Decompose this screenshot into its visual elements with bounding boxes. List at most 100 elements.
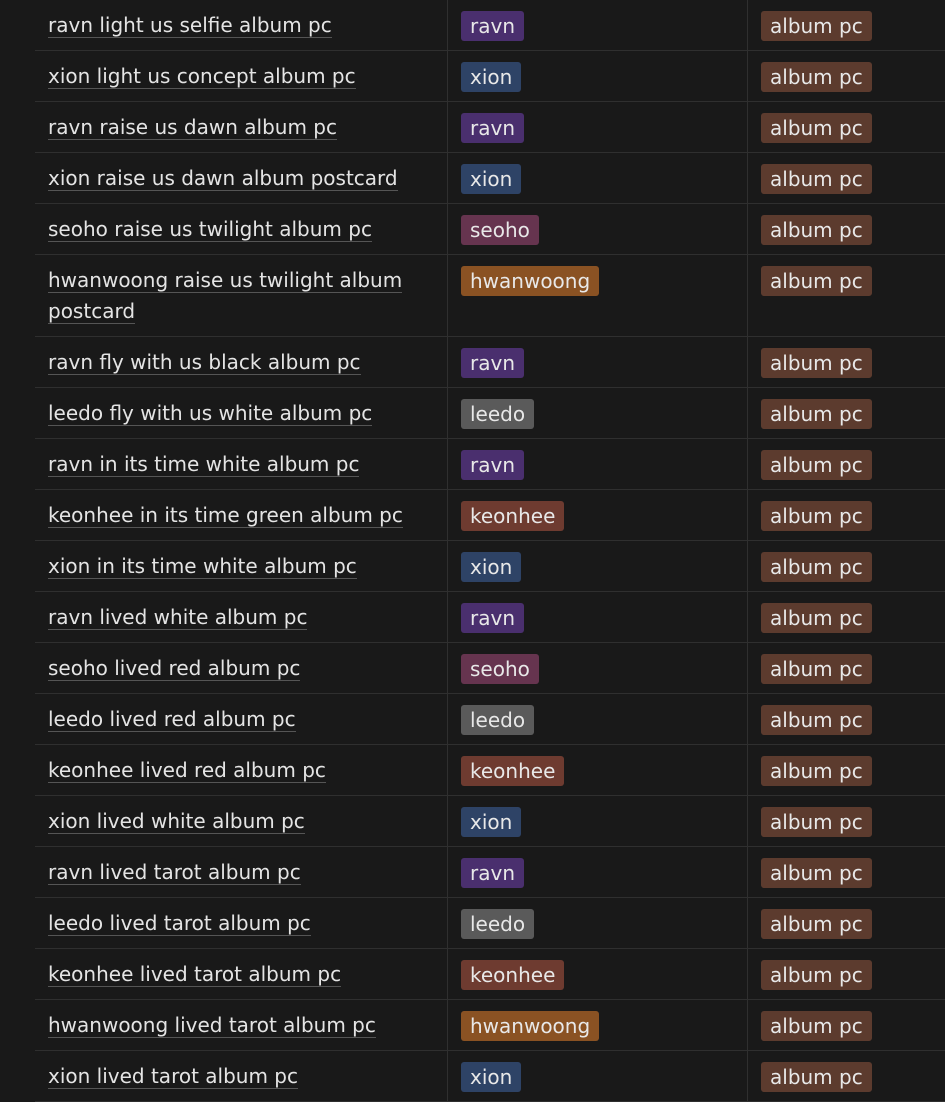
member-tag[interactable]: ravn <box>461 113 524 143</box>
page-title-link[interactable]: keonhee in its time green album pc <box>48 503 403 528</box>
table-row[interactable]: keonhee lived tarot album pc keonhee album… <box>35 949 945 1000</box>
page-title-link[interactable]: ravn lived tarot album pc <box>48 860 301 885</box>
type-tag[interactable]: album pc <box>761 603 872 633</box>
page-title-link[interactable]: ravn in its time white album pc <box>48 452 360 477</box>
page-title-link[interactable]: keonhee lived red album pc <box>48 758 326 783</box>
table-row[interactable]: ravn light us selfie album pc ravn album p… <box>35 0 945 51</box>
table-row[interactable]: ravn lived tarot album pc ravn album pc <box>35 847 945 898</box>
table-row[interactable]: seoho lived red album pc seoho album pc <box>35 643 945 694</box>
page-title-link[interactable]: ravn light us selfie album pc <box>48 13 332 38</box>
page-title-link[interactable]: leedo lived tarot album pc <box>48 911 311 936</box>
member-tag[interactable]: seoho <box>461 654 539 684</box>
type-tag[interactable]: album pc <box>761 1011 872 1041</box>
member-cell: xion <box>448 153 748 203</box>
name-cell: xion light us concept album pc <box>35 51 448 101</box>
member-tag[interactable]: hwanwoong <box>461 266 600 296</box>
page-title-link[interactable]: xion lived tarot album pc <box>48 1064 298 1089</box>
member-tag[interactable]: keonhee <box>461 756 565 786</box>
type-tag[interactable]: album pc <box>761 450 872 480</box>
type-tag[interactable]: album pc <box>761 909 872 939</box>
page-title-link[interactable]: leedo lived red album pc <box>48 707 296 732</box>
type-cell: album pc <box>748 255 945 336</box>
table-row[interactable]: xion light us concept album pc xion album … <box>35 51 945 102</box>
type-tag[interactable]: album pc <box>761 399 872 429</box>
type-tag[interactable]: album pc <box>761 164 872 194</box>
table-row[interactable]: xion lived tarot album pc xion album pc <box>35 1051 945 1102</box>
page-title-link[interactable]: xion lived white album pc <box>48 809 305 834</box>
type-tag[interactable]: album pc <box>761 552 872 582</box>
member-tag[interactable]: xion <box>461 164 522 194</box>
name-cell: xion raise us dawn album postcard <box>35 153 448 203</box>
table-row[interactable]: leedo lived tarot album pc leedo album pc <box>35 898 945 949</box>
page-title-link[interactable]: leedo fly with us white album pc <box>48 401 373 426</box>
page-title-link[interactable]: ravn fly with us black album pc <box>48 350 361 375</box>
page-title-link[interactable]: xion in its time white album pc <box>48 554 357 579</box>
member-tag[interactable]: keonhee <box>461 960 565 990</box>
member-tag[interactable]: seoho <box>461 215 539 245</box>
table-row[interactable]: leedo fly with us white album pc leedo alb… <box>35 388 945 439</box>
member-tag[interactable]: xion <box>461 1062 522 1092</box>
name-cell: seoho raise us twilight album pc <box>35 204 448 254</box>
page-title-link[interactable]: seoho lived red album pc <box>48 656 301 681</box>
table-row[interactable]: keonhee in its time green album pc keonhe… <box>35 490 945 541</box>
table-row[interactable]: ravn fly with us black album pc ravn album… <box>35 337 945 388</box>
page-title-link[interactable]: hwanwoong lived tarot album pc <box>48 1013 376 1038</box>
table-row[interactable]: keonhee lived red album pc keonhee album p… <box>35 745 945 796</box>
table-row[interactable]: seoho raise us twilight album pc seoho alb… <box>35 204 945 255</box>
member-tag[interactable]: leedo <box>461 705 535 735</box>
type-tag[interactable]: album pc <box>761 1062 872 1092</box>
type-tag[interactable]: album pc <box>761 960 872 990</box>
table-row[interactable]: leedo lived red album pc leedo album pc <box>35 694 945 745</box>
page-title-link[interactable]: keonhee lived tarot album pc <box>48 962 342 987</box>
member-tag[interactable]: ravn <box>461 858 524 888</box>
type-tag[interactable]: album pc <box>761 501 872 531</box>
table-row[interactable]: hwanwoong lived tarot album pc hwanwoong a… <box>35 1000 945 1051</box>
table-row[interactable]: ravn lived white album pc ravn album pc <box>35 592 945 643</box>
type-tag[interactable]: album pc <box>761 654 872 684</box>
type-tag[interactable]: album pc <box>761 11 872 41</box>
member-tag[interactable]: ravn <box>461 11 524 41</box>
table-row[interactable]: hwanwoong raise us twilight album postca… <box>35 255 945 337</box>
name-cell: ravn fly with us black album pc <box>35 337 448 387</box>
member-tag[interactable]: xion <box>461 552 522 582</box>
table-row[interactable]: xion in its time white album pc xion album… <box>35 541 945 592</box>
member-tag[interactable]: keonhee <box>461 501 565 531</box>
member-tag[interactable]: ravn <box>461 603 524 633</box>
member-tag[interactable]: leedo <box>461 399 535 429</box>
page-title-link[interactable]: seoho raise us twilight album pc <box>48 217 372 242</box>
table-row[interactable]: ravn raise us dawn album pc ravn album pc <box>35 102 945 153</box>
name-cell: ravn lived white album pc <box>35 592 448 642</box>
type-tag[interactable]: album pc <box>761 348 872 378</box>
member-tag[interactable]: leedo <box>461 909 535 939</box>
table-row[interactable]: xion raise us dawn album postcard xion alb… <box>35 153 945 204</box>
page-title-link[interactable]: xion light us concept album pc <box>48 64 356 89</box>
type-tag[interactable]: album pc <box>761 807 872 837</box>
member-cell: seoho <box>448 204 748 254</box>
member-tag[interactable]: xion <box>461 62 522 92</box>
table-row[interactable]: xion lived white album pc xion album pc <box>35 796 945 847</box>
member-cell: ravn <box>448 0 748 50</box>
type-tag[interactable]: album pc <box>761 705 872 735</box>
member-tag[interactable]: hwanwoong <box>461 1011 600 1041</box>
member-tag[interactable]: xion <box>461 807 522 837</box>
type-tag[interactable]: album pc <box>761 858 872 888</box>
type-tag[interactable]: album pc <box>761 756 872 786</box>
type-tag[interactable]: album pc <box>761 215 872 245</box>
type-tag[interactable]: album pc <box>761 266 872 296</box>
page-title-link[interactable]: ravn lived white album pc <box>48 605 308 630</box>
type-tag[interactable]: album pc <box>761 113 872 143</box>
name-cell: xion lived tarot album pc <box>35 1051 448 1101</box>
page-title-link[interactable]: xion raise us dawn album postcard <box>48 166 398 191</box>
type-cell: album pc <box>748 0 945 50</box>
page-title-link[interactable]: ravn raise us dawn album pc <box>48 115 337 140</box>
type-cell: album pc <box>748 388 945 438</box>
type-tag[interactable]: album pc <box>761 62 872 92</box>
member-tag[interactable]: ravn <box>461 450 524 480</box>
page-title-link[interactable]: hwanwoong raise us twilight album postca… <box>48 268 403 324</box>
type-cell: album pc <box>748 51 945 101</box>
table-row[interactable]: ravn in its time white album pc ravn album… <box>35 439 945 490</box>
member-tag[interactable]: ravn <box>461 348 524 378</box>
database-table: ravn light us selfie album pc ravn album p… <box>35 0 945 1102</box>
type-cell: album pc <box>748 643 945 693</box>
name-cell: keonhee lived red album pc <box>35 745 448 795</box>
